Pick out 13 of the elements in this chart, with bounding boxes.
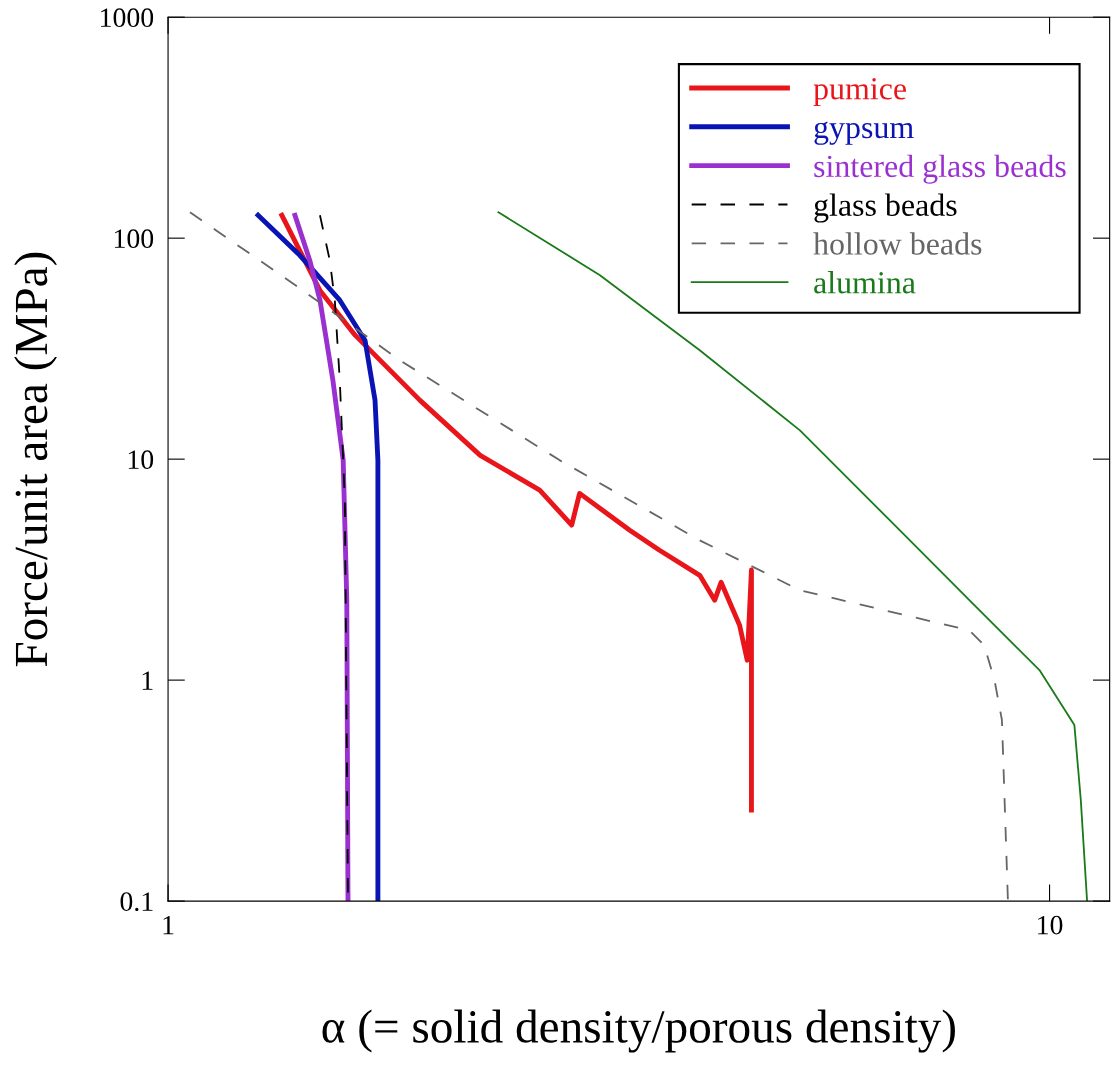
y-tick-label: 1000 [101, 8, 154, 28]
legend-label: sintered glass beads [814, 154, 1066, 184]
legend-label: alumina [814, 271, 916, 294]
y-axis-title: Force/unit area (MPa) [14, 252, 57, 667]
legend-label: gypsum [814, 121, 914, 145]
y-tick-label: 100 [114, 229, 154, 249]
legend-label: hollow beads [813, 232, 982, 255]
x-axis-title: α (= solid density/porous density) [322, 1009, 955, 1053]
legend-label: pumice [813, 78, 906, 107]
y-tick-label: 10 [128, 450, 154, 470]
legend-label: glass beads [814, 193, 957, 223]
y-tick-label: 1 [142, 671, 153, 690]
y-tick-label: 0.1 [120, 892, 153, 912]
